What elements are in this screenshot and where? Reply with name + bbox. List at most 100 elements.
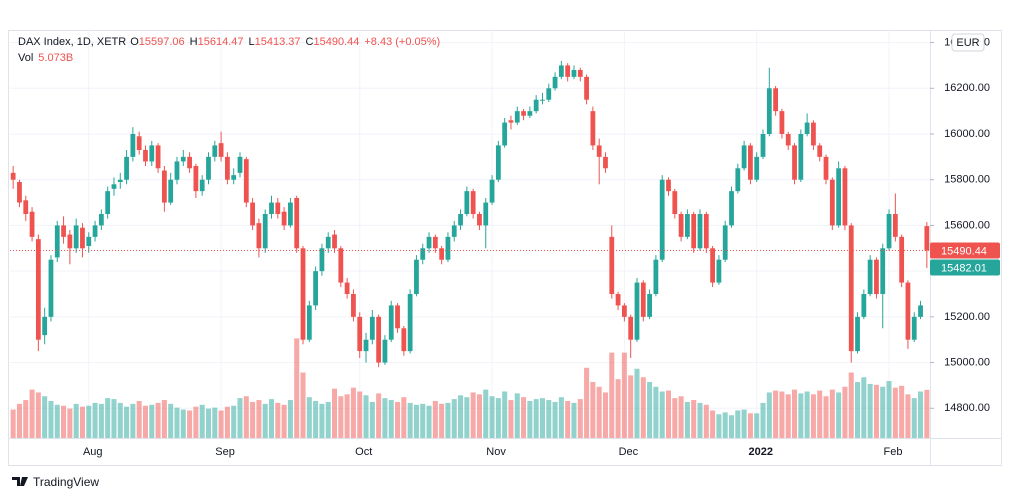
volume-bar xyxy=(344,394,350,438)
candle-body xyxy=(823,156,829,180)
volume-bar xyxy=(905,394,911,438)
candle-body xyxy=(489,179,495,203)
currency: EUR xyxy=(956,37,979,49)
volume-bar xyxy=(741,409,747,438)
volume-bar xyxy=(187,410,193,438)
volume-bar xyxy=(23,400,29,438)
volume-bar xyxy=(155,402,161,438)
volume-bar xyxy=(445,402,451,438)
volume-bar xyxy=(54,404,60,438)
y-tick-label: 14800.00 xyxy=(944,402,990,414)
volume-bar xyxy=(873,384,879,438)
volume-bar xyxy=(319,403,325,438)
candle-body xyxy=(628,316,634,340)
candle-body xyxy=(243,159,249,203)
volume-bar xyxy=(42,396,48,438)
volume-bar xyxy=(369,401,375,438)
volume-bar xyxy=(760,402,766,438)
volume-bar xyxy=(29,389,35,438)
candle-body xyxy=(798,134,804,180)
candle-body xyxy=(552,76,558,89)
candle-body xyxy=(811,122,816,146)
candle-body xyxy=(338,248,344,283)
volume-bar xyxy=(596,386,602,438)
volume-bar xyxy=(861,377,867,438)
volume-bar xyxy=(136,400,142,438)
candle-body xyxy=(760,134,766,157)
candle-body xyxy=(92,225,98,237)
candle-body xyxy=(754,156,760,180)
volume-bar xyxy=(514,393,520,438)
volume-bar xyxy=(357,391,363,438)
candle-body xyxy=(546,88,552,100)
candle-body xyxy=(634,282,640,340)
candle-layer xyxy=(10,60,930,368)
x-tick-label: Aug xyxy=(83,446,103,458)
candle-body xyxy=(773,88,779,112)
candle-body xyxy=(401,328,407,352)
legend-label: L xyxy=(249,36,255,48)
volume-bar xyxy=(470,392,476,438)
candle-body xyxy=(722,225,728,260)
volume-bar xyxy=(395,401,401,438)
candle-body xyxy=(836,168,842,226)
volume-bar xyxy=(281,404,287,438)
volume-bar xyxy=(67,408,73,438)
x-tick-label: Dec xyxy=(619,446,639,458)
volume-bar xyxy=(899,385,905,438)
candle-body xyxy=(495,145,501,180)
volume-bar xyxy=(678,396,684,438)
candle-body xyxy=(35,239,41,340)
candle-body xyxy=(98,214,104,226)
candle-body xyxy=(250,202,255,226)
candle-body xyxy=(306,305,312,340)
candle-body xyxy=(653,259,659,294)
y-tick-label: 15800.00 xyxy=(944,174,990,186)
candle-body xyxy=(300,248,306,340)
candle-body xyxy=(918,305,923,317)
volume-bar xyxy=(92,402,98,438)
candle-body xyxy=(829,179,835,226)
candle-body xyxy=(130,134,136,157)
candle-body xyxy=(10,172,16,180)
volume-bar xyxy=(918,391,924,438)
candle-body xyxy=(792,145,797,180)
candle-body xyxy=(275,202,281,214)
candle-body xyxy=(269,202,274,214)
legend-value: 15490.44 xyxy=(313,36,359,48)
price-badge xyxy=(930,242,1000,259)
volume-bar xyxy=(193,406,199,438)
candle-body xyxy=(817,145,823,157)
candle-body xyxy=(149,145,155,162)
volume-bar xyxy=(376,393,382,438)
candle-body xyxy=(48,259,54,317)
volume-layer xyxy=(10,338,930,438)
volume-bar xyxy=(716,414,722,438)
candle-body xyxy=(697,214,703,249)
candle-body xyxy=(187,156,192,169)
y-tick-label: 15600.00 xyxy=(944,219,990,231)
volume-bar xyxy=(722,412,728,438)
volume-bar xyxy=(350,387,356,438)
volume-bar xyxy=(86,405,92,438)
candle-body xyxy=(136,136,142,150)
candle-body xyxy=(23,200,29,214)
candle-body xyxy=(451,225,457,237)
candle-body xyxy=(54,225,60,258)
y-tick-label: 15000.00 xyxy=(944,356,990,368)
volume-bar xyxy=(16,403,22,438)
candle-body xyxy=(42,316,48,336)
candle-body xyxy=(804,122,810,134)
candle-body xyxy=(206,156,211,180)
volume-bar xyxy=(735,410,741,438)
candle-body xyxy=(710,248,715,283)
legend-label: C xyxy=(306,36,314,48)
volume-bar xyxy=(73,403,79,438)
candle-body xyxy=(237,156,243,173)
volume-bar xyxy=(703,404,709,438)
candle-body xyxy=(703,214,709,249)
volume-bar xyxy=(577,399,583,438)
candle-body xyxy=(193,166,199,192)
volume-bar xyxy=(401,397,407,438)
candle-body xyxy=(212,145,218,157)
